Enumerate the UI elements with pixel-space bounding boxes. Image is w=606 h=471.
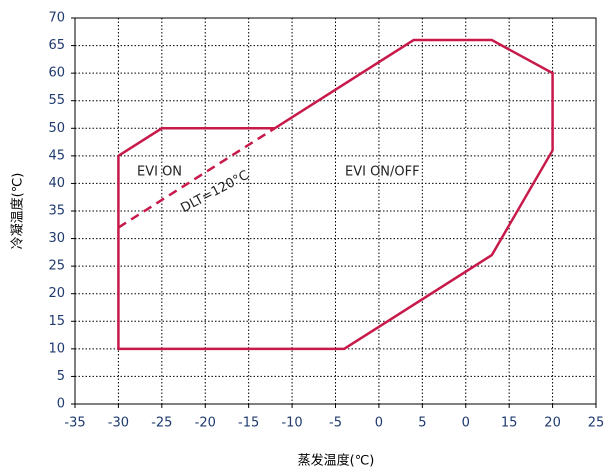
x-tick-label: -5 (329, 416, 342, 431)
y-tick-label: 5 (57, 369, 65, 384)
y-tick-label: 0 (57, 397, 65, 412)
x-tick-label: 20 (544, 416, 561, 431)
plot-frame (74, 17, 597, 405)
envelope-line (117, 127, 276, 229)
y-tick-label: 65 (48, 38, 65, 53)
x-tick-label: 15 (501, 416, 518, 431)
envelope-line (117, 38, 554, 351)
y-tick-label: 35 (48, 204, 65, 219)
x-tick-label: 5 (418, 416, 426, 431)
annotation: DLT=120°C (179, 168, 252, 216)
y-tick-label: 55 (48, 93, 65, 108)
x-tick-label: -35 (64, 416, 85, 431)
y-tick-label: 70 (48, 11, 65, 26)
y-tick-label: 20 (48, 286, 65, 301)
y-tick-label: 15 (48, 314, 65, 329)
y-axis-label: 冷凝温度(℃) (10, 173, 26, 250)
x-tick-label: 25 (588, 416, 605, 431)
x-tick-label: 0 (375, 416, 383, 431)
x-tick-label: -15 (238, 416, 259, 431)
y-tick-label: 10 (48, 341, 65, 356)
annotation: EVI ON/OFF (345, 165, 420, 180)
y-tick-label: 50 (48, 121, 65, 136)
x-tick-label: -20 (195, 416, 216, 431)
y-tick-label: 45 (48, 148, 65, 163)
x-tick-label: 0 (462, 416, 470, 431)
y-tick-label: 25 (48, 259, 65, 274)
y-tick-label: 30 (48, 231, 65, 246)
y-tick-label: 60 (48, 66, 65, 81)
x-axis-label: 蒸发温度(℃) (298, 453, 375, 469)
x-tick-label: -10 (281, 416, 302, 431)
x-tick-label: -25 (151, 416, 172, 431)
y-tick-label: 40 (48, 176, 65, 191)
x-tick-label: -30 (108, 416, 129, 431)
annotation: EVI ON (137, 165, 182, 180)
